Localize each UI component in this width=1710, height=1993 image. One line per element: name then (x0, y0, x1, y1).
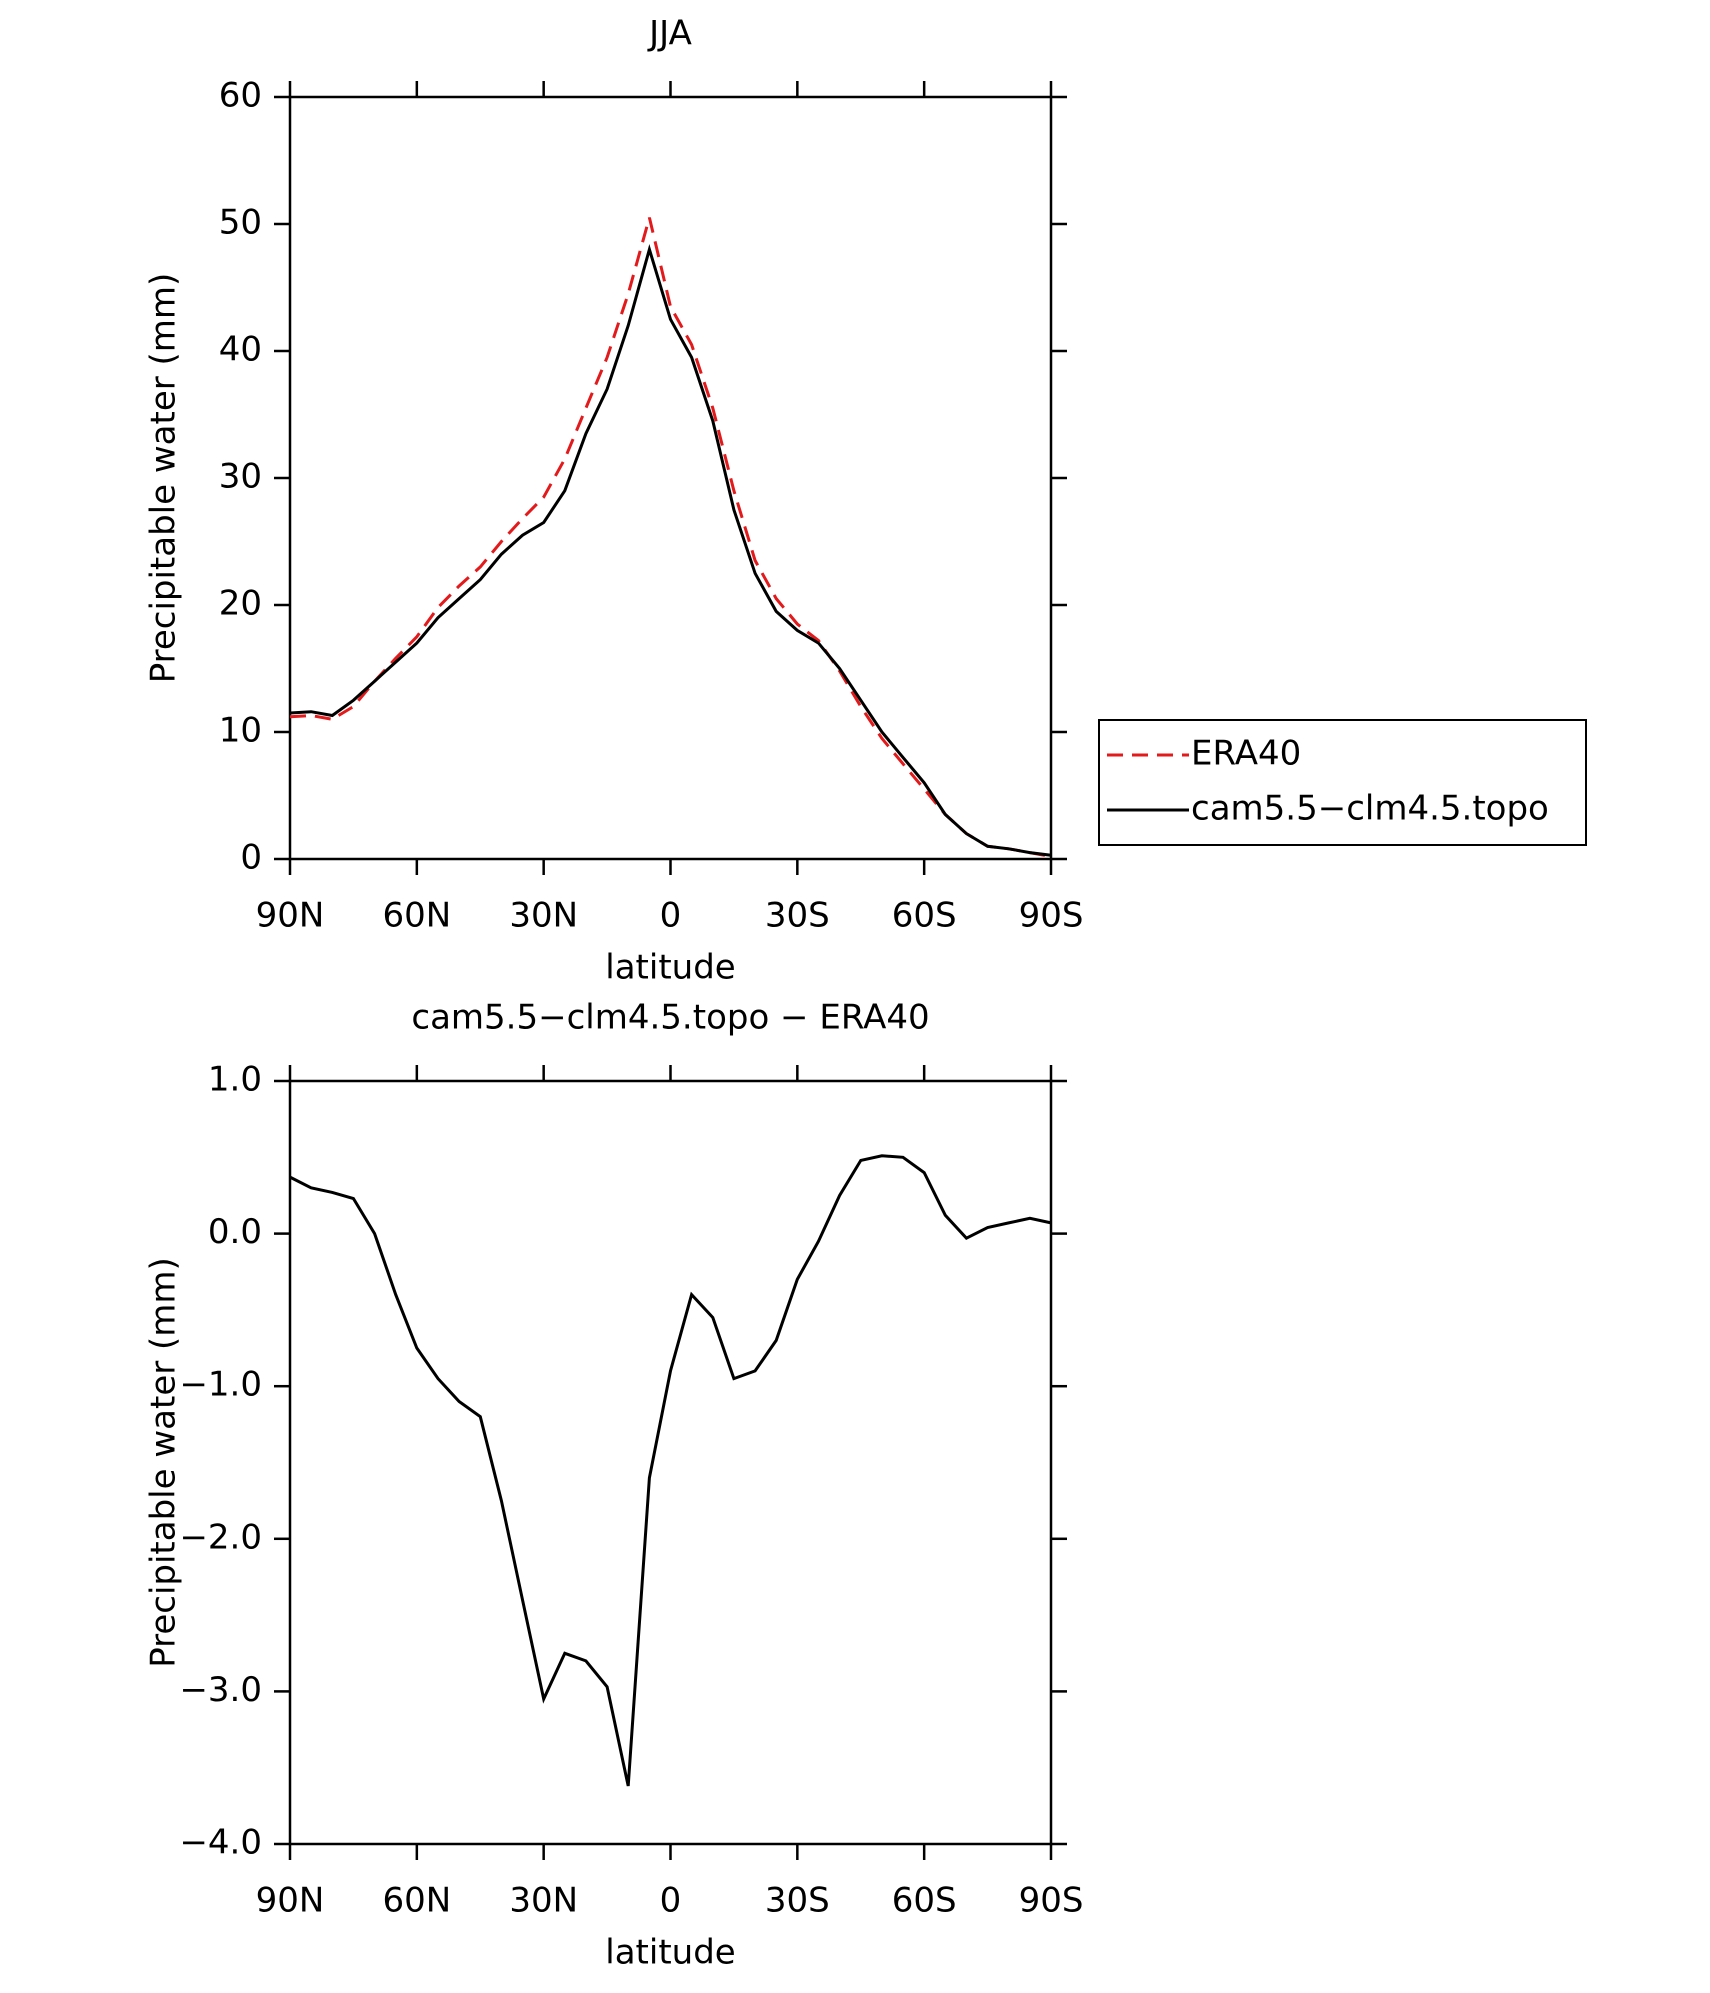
y-axis-label: Precipitable water (mm) (144, 273, 184, 684)
y-tick-label: 1.0 (208, 1060, 262, 1100)
data-line (289, 1154, 1052, 1787)
y-tick-label: 60 (219, 76, 262, 116)
x-axis-label: latitude (605, 948, 735, 988)
x-tick-label: 60N (382, 896, 451, 936)
x-tick-label: 30N (509, 896, 578, 936)
x-tick-label: 30S (765, 1881, 830, 1921)
legend-label: ERA40 (1191, 734, 1301, 774)
x-tick-label: 60N (382, 1881, 451, 1921)
data-line (289, 244, 1052, 857)
y-tick-label: 0 (240, 838, 262, 878)
x-tick-label: 90S (1019, 896, 1084, 936)
y-tick-label: 40 (219, 330, 262, 370)
x-tick-label: 60S (892, 896, 957, 936)
chart-title: cam5.5−clm4.5.topo − ERA40 (411, 998, 929, 1038)
y-tick-label: −4.0 (179, 1823, 262, 1863)
y-tick-label: −3.0 (179, 1670, 262, 1710)
x-tick-label: 30N (509, 1881, 578, 1921)
x-tick-label: 90N (256, 1881, 325, 1921)
y-tick-label: −1.0 (179, 1365, 262, 1405)
legend-box (1098, 719, 1587, 846)
y-tick-label: −2.0 (179, 1517, 262, 1557)
y-axis-label: Precipitable water (mm) (144, 1257, 184, 1668)
y-tick-label: 30 (219, 457, 262, 497)
data-line (289, 217, 1052, 858)
x-tick-label: 60S (892, 1881, 957, 1921)
x-axis-label: latitude (605, 1933, 735, 1973)
x-tick-label: 90S (1019, 1881, 1084, 1921)
chart-title: JJA (647, 14, 692, 54)
legend-label: cam5.5−clm4.5.topo (1191, 789, 1549, 829)
x-tick-label: 0 (660, 896, 682, 936)
x-tick-label: 30S (765, 896, 830, 936)
plot-frame (288, 95, 1053, 861)
x-tick-label: 0 (660, 1881, 682, 1921)
x-tick-label: 90N (256, 896, 325, 936)
y-tick-label: 50 (219, 203, 262, 243)
y-tick-label: 20 (219, 584, 262, 624)
y-tick-label: 10 (219, 711, 262, 751)
y-tick-label: 0.0 (208, 1212, 262, 1252)
